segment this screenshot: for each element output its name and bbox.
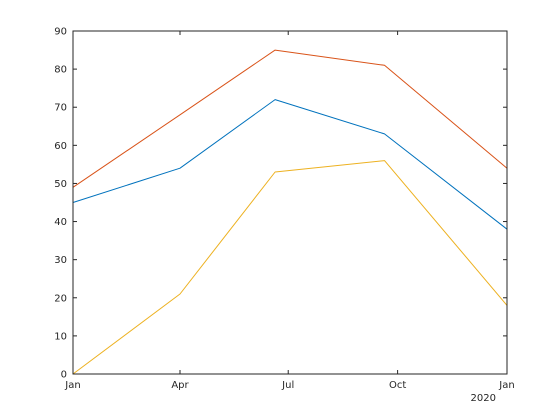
x-tick-label: Oct — [389, 380, 406, 391]
series-1-line — [72, 99, 508, 230]
y-tick-label: 70 — [54, 103, 67, 114]
y-tick-label: 20 — [54, 293, 67, 304]
x-tick-label: Jul — [281, 380, 294, 391]
y-tick-label: 30 — [54, 255, 67, 266]
x-tick-label: Jan — [498, 380, 514, 391]
x-tick-label: Apr — [171, 380, 189, 391]
axes-layer: 0 10 20 30 40 50 60 70 80 90 Jan Apr Jul Oct Jan — [54, 27, 514, 392]
series-3-line — [72, 160, 508, 375]
y-tick-label: 80 — [54, 65, 67, 76]
y-tick-label: 50 — [54, 179, 67, 190]
y-tick-label: 0 — [61, 370, 67, 381]
axes-box — [72, 30, 508, 375]
y-tick-label: 40 — [54, 217, 67, 228]
y-tick-label: 60 — [54, 141, 67, 152]
y-tick-label: 10 — [54, 331, 67, 342]
series-layer — [72, 49, 508, 375]
x-axis-year-label: 2020 — [471, 393, 496, 404]
series-2-line — [72, 49, 508, 188]
x-tick-label: Jan — [64, 380, 80, 391]
plot-area — [73, 31, 507, 374]
y-tick-label: 90 — [54, 27, 67, 38]
